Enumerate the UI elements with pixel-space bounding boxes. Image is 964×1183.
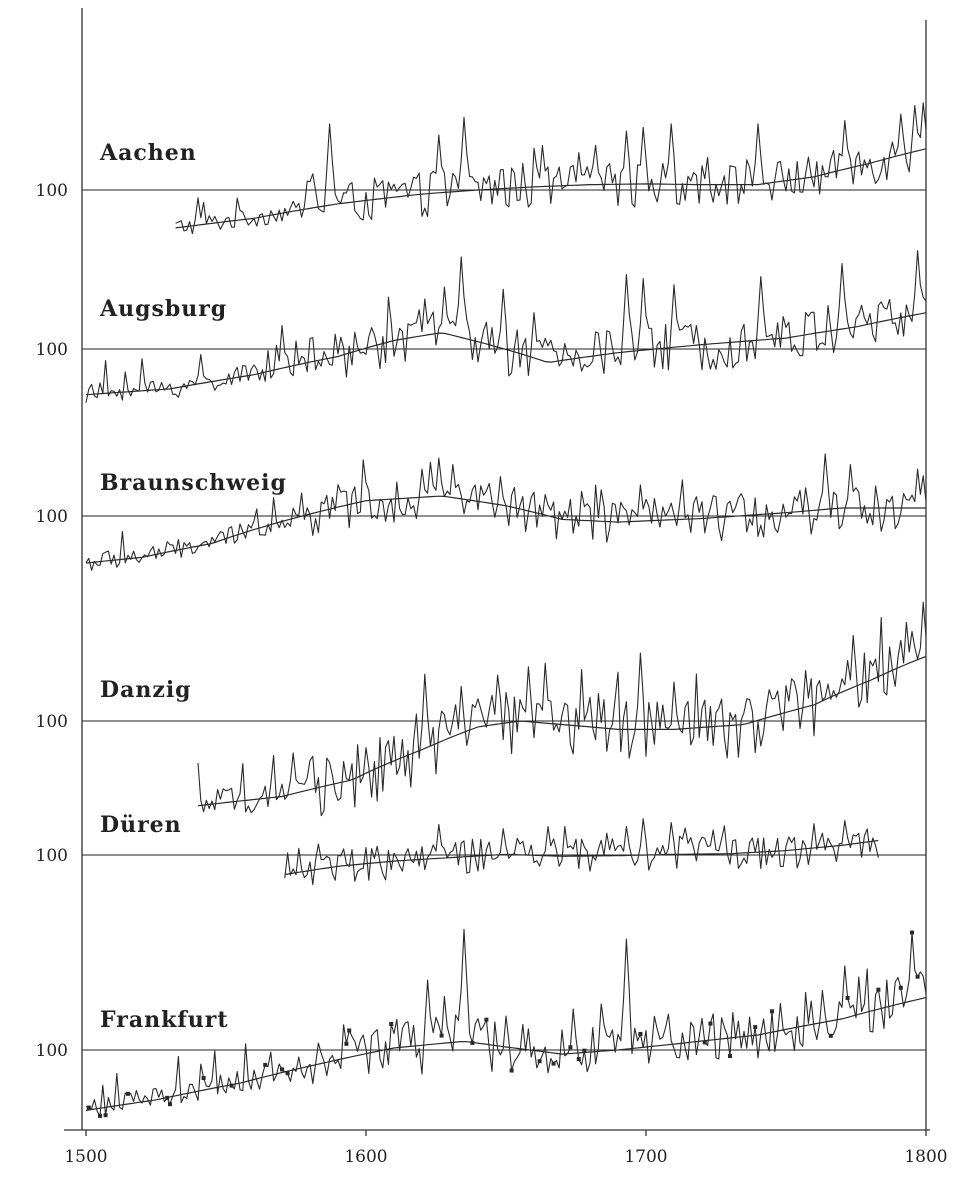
- interpolated-point-marker: [708, 1021, 713, 1026]
- interpolated-point-marker: [582, 1048, 587, 1053]
- interpolated-point-marker: [509, 1068, 514, 1073]
- x-tick-label: 1600: [344, 1147, 387, 1167]
- interpolated-point-marker: [898, 985, 903, 990]
- x-tick-label: 1800: [904, 1147, 947, 1167]
- series-name-label: Düren: [100, 812, 182, 838]
- x-tick-label: 1700: [624, 1147, 667, 1167]
- interpolated-point-marker: [168, 1102, 172, 1107]
- price-series-line: [175, 102, 927, 235]
- interpolated-point-marker: [728, 1054, 732, 1059]
- interpolated-point-marker: [165, 1095, 170, 1100]
- x-tick-label: 1500: [64, 1147, 107, 1167]
- series-name-label: Danzig: [100, 677, 192, 703]
- y-baseline-label: 100: [36, 712, 68, 732]
- price-series-line: [284, 818, 879, 886]
- interpolated-point-marker: [910, 930, 914, 935]
- interpolated-point-marker: [828, 1033, 833, 1038]
- series-name-label: Augsburg: [99, 296, 227, 322]
- panel-danzig: 100 Danzig: [36, 601, 927, 817]
- panels-layer: 100 Aachen 100 Augsburg 100 Braunschweig 100 Da…: [36, 102, 927, 1118]
- interpolated-point-marker: [915, 974, 920, 979]
- interpolated-point-marker: [285, 1071, 290, 1076]
- interpolated-point-marker: [126, 1091, 130, 1096]
- interpolated-point-marker: [263, 1062, 268, 1067]
- trend-line: [175, 148, 927, 229]
- trend-line: [85, 312, 927, 396]
- y-baseline-label: 100: [36, 507, 68, 527]
- price-series-line: [197, 601, 927, 817]
- price-series-line: [85, 453, 927, 571]
- interpolated-point-marker: [845, 996, 850, 1001]
- price-series-line: [85, 928, 927, 1117]
- interpolated-point-marker: [389, 1021, 394, 1026]
- interpolated-point-marker: [439, 1033, 444, 1038]
- interpolated-point-marker: [98, 1113, 102, 1118]
- interpolated-point-marker: [576, 1057, 581, 1062]
- trend-line: [197, 655, 927, 807]
- interpolated-point-marker: [229, 1083, 234, 1088]
- panel-frankfurt: 100 Frankfurt: [36, 928, 927, 1118]
- interpolated-point-marker: [551, 1061, 556, 1066]
- interpolated-point-marker: [537, 1059, 542, 1064]
- interpolated-point-marker: [103, 1113, 108, 1118]
- y-baseline-label: 100: [36, 181, 68, 201]
- interpolated-point-marker: [344, 1041, 349, 1046]
- axis-layer: 1500 1600 1700 1800: [64, 8, 948, 1167]
- interpolated-point-marker: [86, 1105, 91, 1110]
- panel-dren: 100 Düren: [36, 812, 926, 886]
- panel-braunschweig: 100 Braunschweig: [36, 453, 927, 571]
- series-name-label: Braunschweig: [100, 470, 287, 496]
- y-baseline-label: 100: [36, 340, 68, 360]
- series-name-label: Aachen: [99, 140, 197, 166]
- trend-line: [85, 997, 927, 1111]
- panel-aachen: 100 Aachen: [36, 102, 927, 235]
- panel-augsburg: 100 Augsburg: [36, 250, 927, 403]
- interpolated-point-marker: [201, 1076, 206, 1081]
- interpolated-point-marker: [280, 1067, 284, 1072]
- y-baseline-label: 100: [36, 846, 68, 866]
- interpolated-point-marker: [876, 987, 881, 992]
- price-series-line: [85, 250, 927, 403]
- interpolated-point-marker: [753, 1025, 758, 1030]
- interpolated-point-marker: [347, 1028, 352, 1033]
- interpolated-point-marker: [770, 1009, 774, 1014]
- interpolated-point-marker: [702, 1040, 707, 1045]
- interpolated-point-marker: [638, 1031, 643, 1036]
- series-name-label: Frankfurt: [100, 1007, 229, 1033]
- interpolated-point-marker: [568, 1045, 573, 1050]
- y-baseline-label: 100: [36, 1041, 68, 1061]
- interpolated-point-marker: [470, 1040, 475, 1045]
- interpolated-point-marker: [484, 1017, 489, 1022]
- trend-line: [284, 839, 879, 876]
